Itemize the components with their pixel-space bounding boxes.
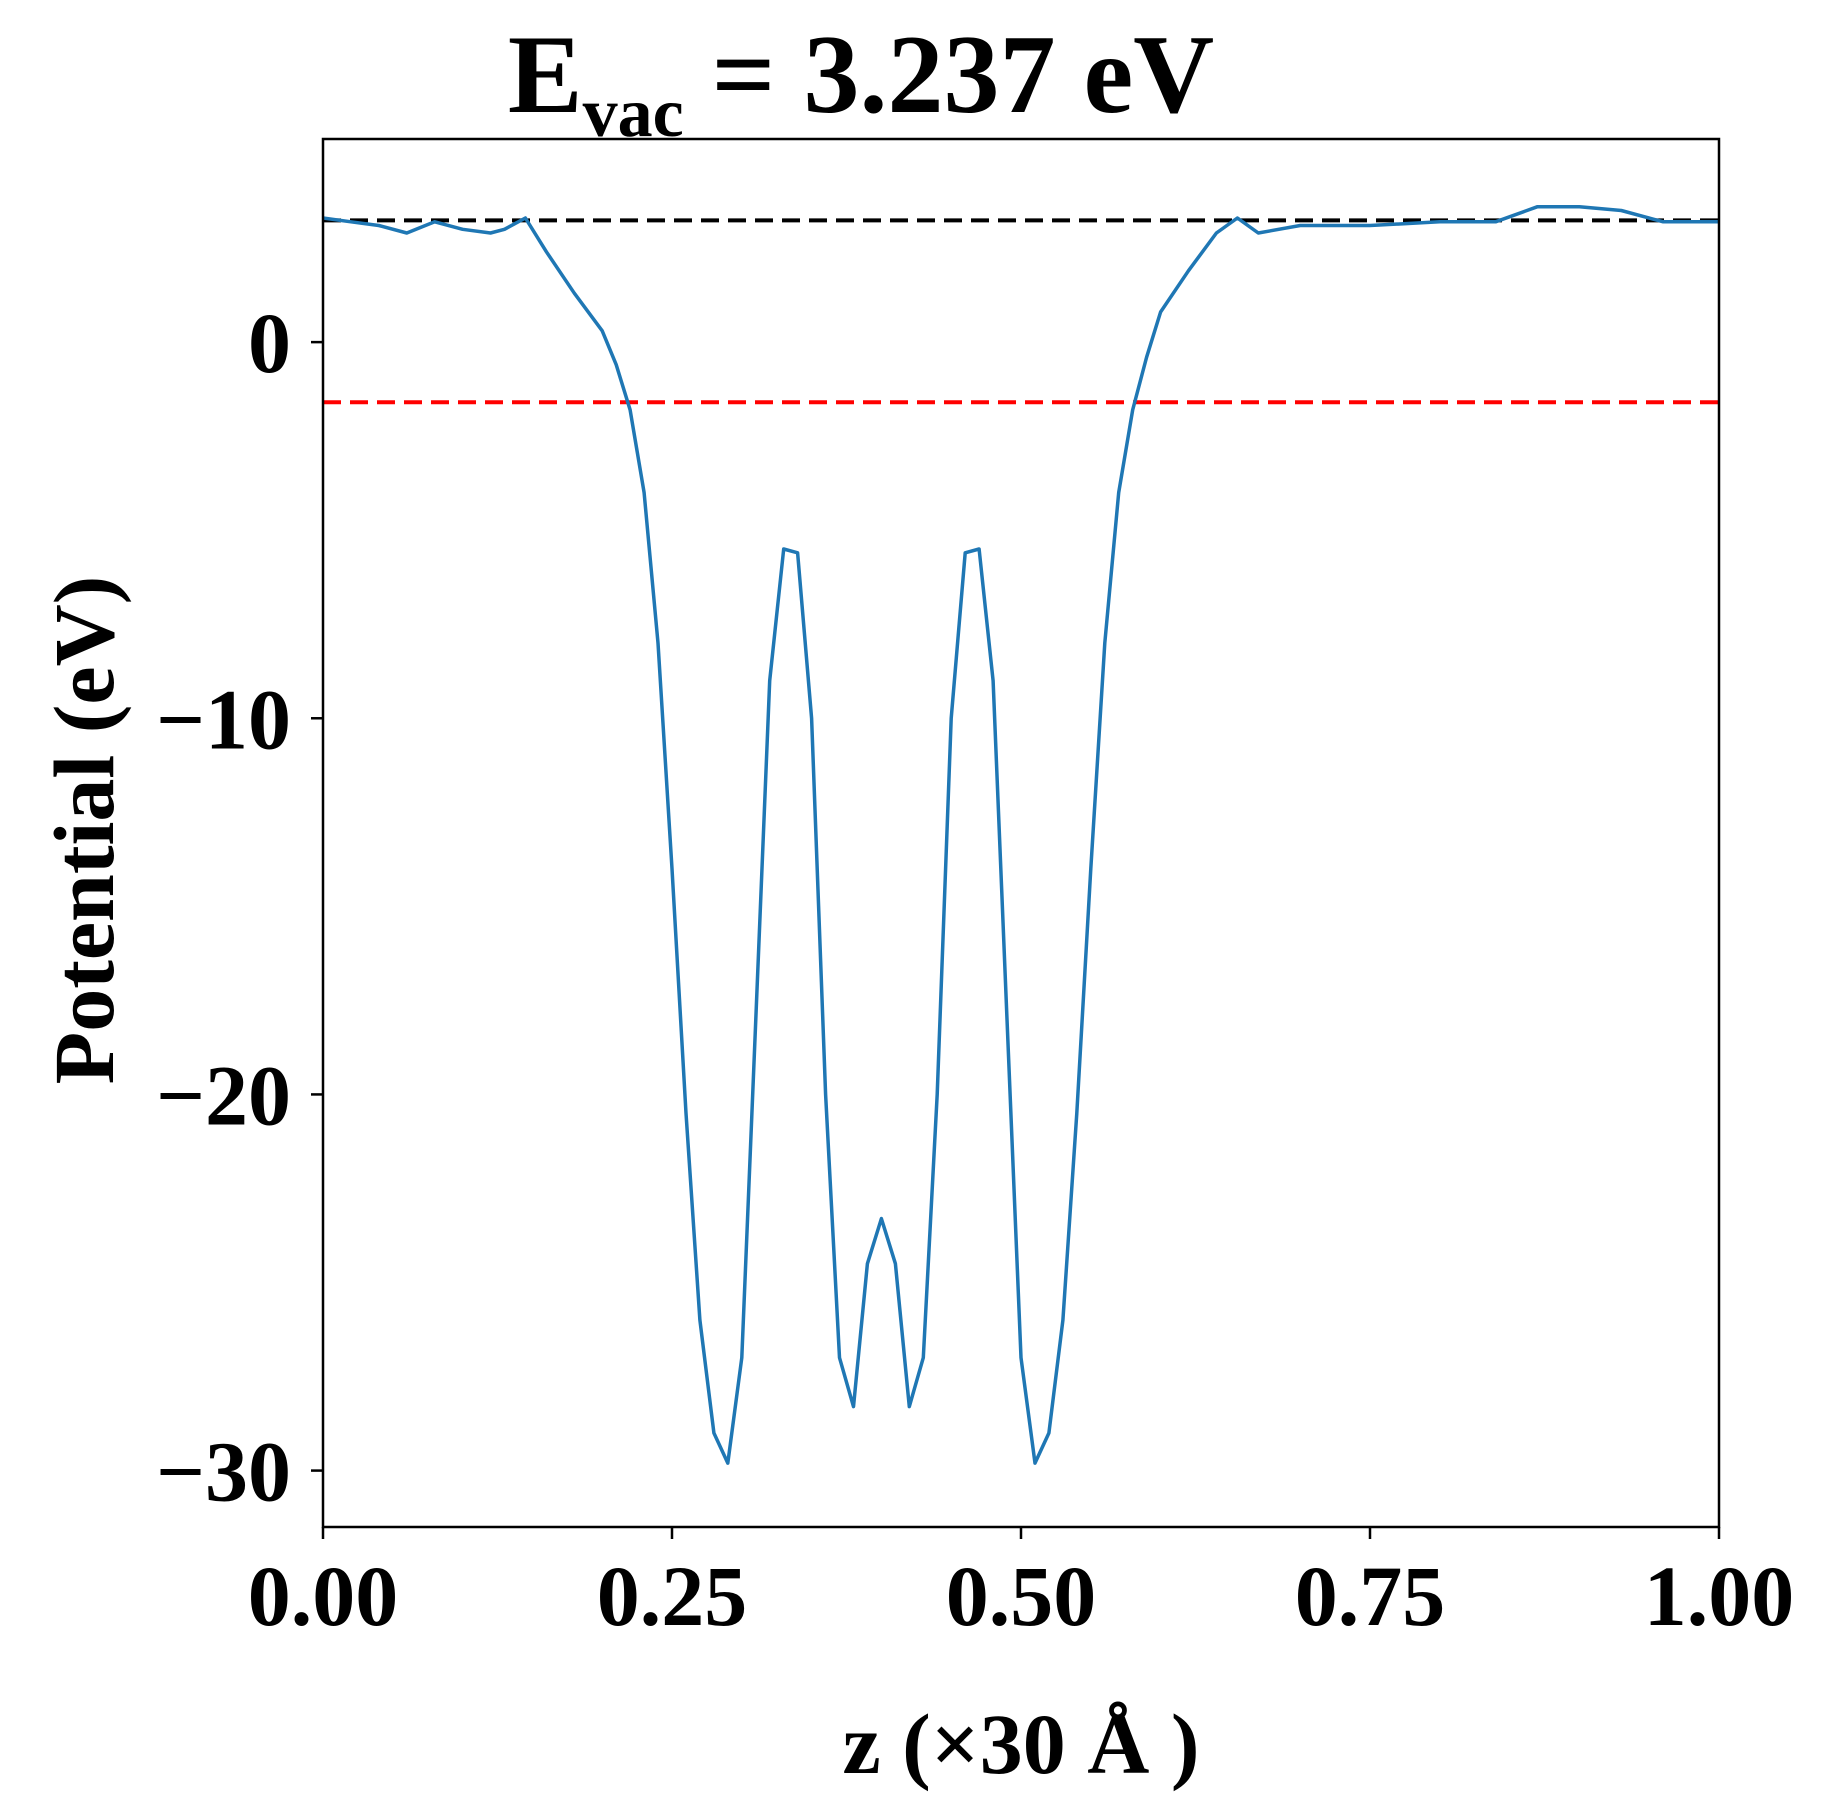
title-subscript: vac [583, 75, 684, 152]
x-axis-label: z (×30 Å ) [842, 1696, 1199, 1792]
x-tick-label: 0.75 [1295, 1548, 1446, 1644]
y-axis: 0 −10 −20 −30 [156, 295, 323, 1520]
y-tick-label: 0 [248, 295, 291, 391]
x-tick-label: 1.00 [1644, 1548, 1795, 1644]
series-layer [322, 204, 1719, 1465]
reference-lines [323, 218, 1719, 405]
title-rest: = 3.237 eV [684, 13, 1214, 137]
y-tick-label: −10 [156, 671, 291, 767]
y-axis-label: Potential (eV) [36, 576, 132, 1085]
x-axis: 0.00 0.25 0.50 0.75 1.00 [248, 1527, 1795, 1644]
y-tick-label: −30 [156, 1424, 291, 1520]
x-tick-label: 0.25 [597, 1548, 748, 1644]
y-tick-label: −20 [156, 1047, 291, 1143]
chart-title: Evac = 3.237 eV [508, 13, 1214, 152]
x-tick-label: 0.50 [946, 1548, 1097, 1644]
title-main: E [508, 13, 583, 137]
series-line-potential [322, 204, 1719, 1465]
x-tick-label: 0.00 [248, 1548, 399, 1644]
